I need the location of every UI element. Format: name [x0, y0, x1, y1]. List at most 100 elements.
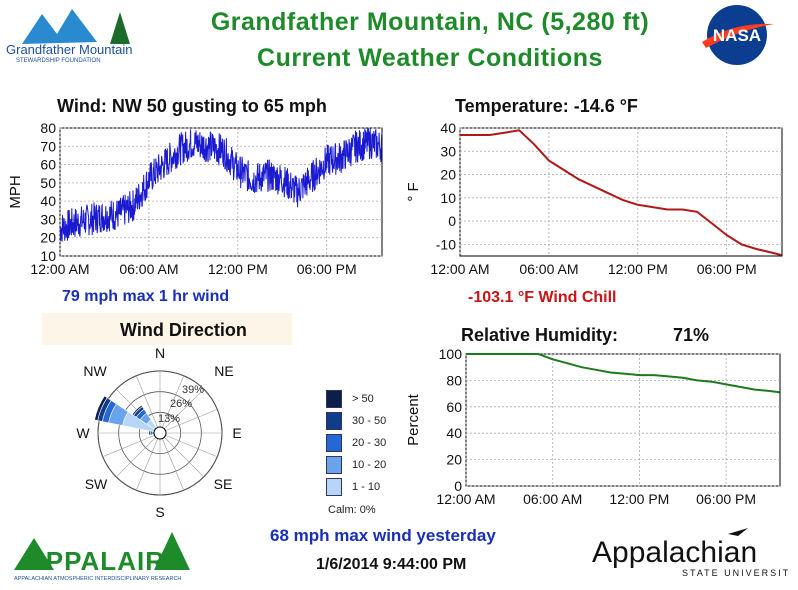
rose-direction-se: SE — [214, 476, 233, 492]
humidity-xtick-label: 12:00 PM — [609, 491, 669, 507]
temperature-xtick-label: 12:00 PM — [608, 261, 668, 277]
temperature-ytick-label: 30 — [440, 143, 456, 159]
rose-petal-segment — [94, 395, 108, 421]
logo-left-sub: STEWARDSHIP FOUNDATION — [16, 58, 101, 64]
legend-item: 1 - 10 — [326, 478, 380, 496]
wind-rose-legend: > 50 30 - 50 20 - 30 10 - 20 1 - 10 Calm: 0% — [326, 390, 406, 520]
wind-ytick-label: 60 — [40, 157, 56, 173]
temperature-ytick-label: 20 — [440, 167, 456, 183]
wind-ytick-label: 30 — [40, 211, 56, 227]
rose-spoke — [159, 375, 185, 434]
temperature-xtick-label: 12:00 AM — [430, 261, 489, 277]
wind-direction-title: Wind Direction — [120, 320, 247, 340]
rose-direction-nw: NW — [83, 363, 107, 379]
wind-title: Wind: NW 50 gusting to 65 mph — [57, 96, 327, 116]
temperature-ylabel: ° F — [405, 182, 422, 201]
humidity-ylabel: Percent — [405, 393, 422, 446]
temperature-chart: -10 0 10 20 30 40 12:00 AM 06:00 AM 12:00 PM 06:0… — [405, 120, 783, 277]
rose-spoke — [159, 432, 185, 491]
wind-xtick-label: 06:00 PM — [297, 261, 357, 277]
legend-item: 20 - 30 — [326, 434, 386, 452]
temperature-xtick-label: 06:00 PM — [697, 261, 757, 277]
wind-ytick-label: 50 — [40, 175, 56, 191]
page-subtitle: Current Weather Conditions — [257, 44, 603, 72]
appalair-logo-sub: APPALACHIAN ATMOSPHERIC INTERDISCIPLINAR… — [14, 576, 181, 582]
legend-item: 10 - 20 — [326, 456, 386, 474]
wind-rose: 39% 26% 13% N NE E SE S SW W NW — [76, 345, 241, 520]
humidity-ytick-label: 80 — [446, 372, 462, 388]
rose-spoke — [135, 375, 161, 434]
rose-spoke — [135, 432, 161, 491]
legend-label: 20 - 30 — [352, 437, 387, 449]
temperature-series-line — [460, 129, 782, 257]
page-title: Grandfather Mountain, NC (5,280 ft) — [210, 8, 650, 36]
rose-ring-label: 13% — [158, 413, 180, 425]
legend-item: 30 - 50 — [326, 412, 386, 430]
wind-ytick-label: 40 — [40, 193, 56, 209]
humidity-ytick-label: 20 — [446, 452, 462, 468]
legend-label: 30 - 50 — [352, 415, 387, 427]
legend-calm: Calm: 0% — [328, 504, 376, 516]
rose-petal-segment — [148, 430, 151, 436]
legend-swatch — [326, 478, 342, 496]
legend-label: > 50 — [352, 393, 374, 405]
temperature-title: Temperature: -14.6 °F — [455, 96, 638, 116]
rose-petal-segment — [131, 404, 143, 416]
timestamp: 1/6/2014 9:44:00 PM — [316, 556, 467, 573]
temperature-ytick-label: -10 — [436, 236, 456, 252]
max-wind-yesterday: 68 mph max wind yesterday — [270, 526, 496, 545]
nasa-logo-text: NASA — [713, 26, 761, 45]
wind-direction-title-box — [42, 313, 292, 345]
legend-swatch — [326, 456, 342, 474]
wind-xtick-label: 12:00 PM — [208, 261, 268, 277]
logo-left-text: Grandfather Mountain — [6, 42, 132, 57]
humidity-value: 71% — [673, 325, 710, 345]
temperature-ytick-label: 0 — [448, 213, 456, 229]
rose-spoke — [115, 432, 161, 478]
humidity-ytick-label: 40 — [446, 425, 462, 441]
appalair-logo-text: APPALAIR — [26, 546, 165, 576]
rose-spoke — [102, 432, 161, 458]
legend-swatch — [326, 434, 342, 452]
humidity-series-line — [466, 353, 780, 394]
rose-ring-label: 26% — [170, 398, 192, 410]
humidity-title: Relative Humidity: — [461, 325, 619, 345]
wind-ytick-label: 70 — [40, 138, 56, 154]
wind-ytick-label: 10 — [40, 248, 56, 264]
humidity-ytick-label: 100 — [439, 346, 463, 362]
temperature-plot-area — [459, 127, 783, 257]
rose-spoke — [159, 408, 218, 434]
wind-speed-chart: 10 20 30 40 50 60 70 80 12:00 AM 06:00 AM 12:00 PM… — [7, 120, 383, 277]
appstate-logo-sub: STATE UNIVERSITY — [682, 568, 788, 578]
wind-xtick-label: 06:00 AM — [119, 261, 178, 277]
rose-center — [153, 426, 167, 440]
rose-direction-s: S — [155, 504, 164, 520]
rose-direction-e: E — [232, 425, 241, 441]
wind-xtick-label: 12:00 AM — [30, 261, 89, 277]
temperature-ytick-label: 10 — [440, 190, 456, 206]
humidity-chart: 0 20 40 60 80 100 12:00 AM 06:00 AM 12:00 PM 06:0… — [405, 346, 781, 507]
rose-direction-sw: SW — [85, 476, 108, 492]
wind-ylabel: MPH — [7, 175, 24, 208]
appalachian-state-logo: Appalachian STATE UNIVERSITY — [592, 528, 788, 578]
legend-swatch — [326, 390, 342, 408]
rose-direction-n: N — [155, 345, 165, 361]
wind-max-note: 79 mph max 1 hr wind — [62, 288, 230, 305]
appalair-logo: APPALAIR APPALACHIAN ATMOSPHERIC INTERDI… — [14, 532, 190, 582]
wind-ytick-label: 20 — [40, 230, 56, 246]
rose-direction-w: W — [76, 425, 90, 441]
humidity-ytick-label: 0 — [454, 478, 462, 494]
temperature-ytick-label: 40 — [440, 120, 456, 136]
humidity-plot-area — [465, 353, 781, 487]
rose-ring-label: 39% — [182, 384, 204, 396]
nasa-logo: NASA — [702, 5, 774, 65]
legend-item: > 50 — [326, 390, 374, 408]
rose-spoke — [159, 432, 218, 458]
temperature-xtick-label: 06:00 AM — [519, 261, 578, 277]
legend-swatch — [326, 412, 342, 430]
rose-direction-ne: NE — [214, 363, 233, 379]
humidity-ytick-label: 60 — [446, 399, 462, 415]
wind-series-line — [59, 127, 383, 242]
legend-label: 1 - 10 — [352, 481, 381, 493]
humidity-xtick-label: 12:00 AM — [436, 491, 495, 507]
